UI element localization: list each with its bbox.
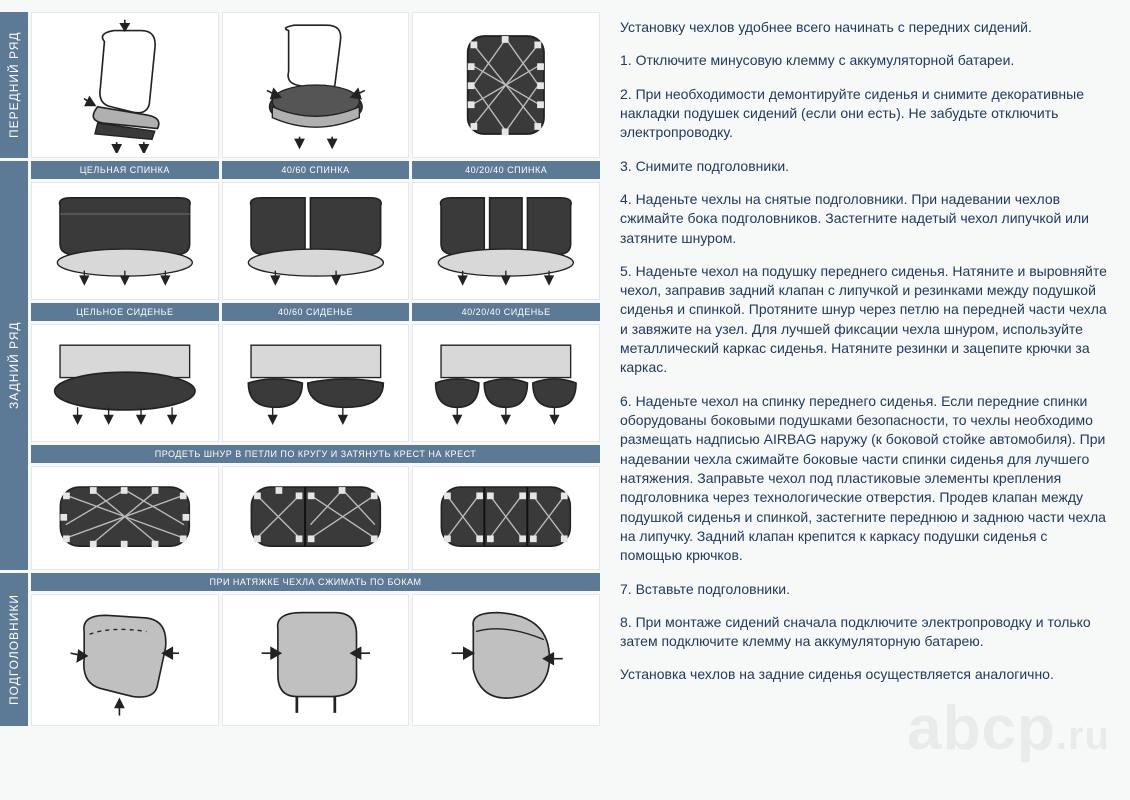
label-rear-back-2: 40/20/40 СПИНКА bbox=[412, 161, 600, 179]
headrests-body: ПРИ НАТЯЖКЕ ЧЕХЛА СЖИМАТЬ ПО БОКАМ bbox=[31, 573, 600, 726]
tab-rear: ЗАДНИЙ РЯД bbox=[0, 161, 28, 570]
label-rear-lacing: ПРОДЕТЬ ШНУР В ПЕТЛИ ПО КРУГУ И ЗАТЯНУТЬ… bbox=[31, 445, 600, 463]
label-rear-back-0: ЦЕЛЬНАЯ СПИНКА bbox=[31, 161, 219, 179]
label-rear-seat-0: ЦЕЛЬНОЕ СИДЕНЬЕ bbox=[31, 303, 219, 321]
instruction-9: Установка чехлов на задние сиденья осуще… bbox=[620, 665, 1112, 684]
diagram-column: ПЕРЕДНИЙ РЯД bbox=[0, 12, 600, 800]
label-headrests: ПРИ НАТЯЖКЕ ЧЕХЛА СЖИМАТЬ ПО БОКАМ bbox=[31, 573, 600, 591]
diagram-headrest-1 bbox=[222, 594, 410, 726]
instruction-4: 4. Наденьте чехлы на снятые подголовники… bbox=[620, 190, 1112, 248]
instruction-7: 7. Вставьте подголовники. bbox=[620, 580, 1112, 599]
diagram-rear-lace-0 bbox=[31, 466, 219, 570]
section-front: ПЕРЕДНИЙ РЯД bbox=[0, 12, 600, 158]
label-rear-back-1: 40/60 СПИНКА bbox=[222, 161, 410, 179]
diagram-front-seat-cushion bbox=[222, 12, 410, 158]
instruction-2: 2. При необходимости демонтируйте сидень… bbox=[620, 85, 1112, 143]
diagram-headrest-0 bbox=[31, 594, 219, 726]
diagram-rear-seat-whole bbox=[31, 324, 219, 442]
instruction-8: 8. При монтаже сидений сначала подключит… bbox=[620, 613, 1112, 652]
label-rear-seat-1: 40/60 СИДЕНЬЕ bbox=[222, 303, 410, 321]
section-rear: ЗАДНИЙ РЯД ЦЕЛЬНАЯ СПИНКА 40/60 СПИНКА 4… bbox=[0, 161, 600, 570]
tab-headrests: ПОДГОЛОВНИКИ bbox=[0, 573, 28, 726]
diagram-rear-back-whole bbox=[31, 182, 219, 300]
front-body bbox=[31, 12, 600, 158]
rear-body: ЦЕЛЬНАЯ СПИНКА 40/60 СПИНКА 40/20/40 СПИ… bbox=[31, 161, 600, 570]
instruction-3: 3. Снимите подголовники. bbox=[620, 157, 1112, 176]
label-rear-seat-2: 40/20/40 СИДЕНЬЕ bbox=[412, 303, 600, 321]
instructions-column: Установку чехлов удобнее всего начинать … bbox=[600, 12, 1112, 800]
diagram-front-seat-back bbox=[31, 12, 219, 158]
diagram-rear-seat-402040 bbox=[412, 324, 600, 442]
diagram-rear-back-402040 bbox=[412, 182, 600, 300]
instruction-1: 1. Отключите минусовую клемму с аккумуля… bbox=[620, 51, 1112, 70]
diagram-rear-back-4060 bbox=[222, 182, 410, 300]
diagram-rear-lace-2 bbox=[412, 466, 600, 570]
instruction-0: Установку чехлов удобнее всего начинать … bbox=[620, 18, 1112, 37]
instruction-5: 5. Наденьте чехол на подушку переднего с… bbox=[620, 262, 1112, 378]
diagram-headrest-2 bbox=[412, 594, 600, 726]
diagram-rear-seat-4060 bbox=[222, 324, 410, 442]
instruction-6: 6. Наденьте чехол на спинку переднего си… bbox=[620, 392, 1112, 566]
diagram-front-lacing bbox=[412, 12, 600, 158]
section-headrests: ПОДГОЛОВНИКИ ПРИ НАТЯЖКЕ ЧЕХЛА СЖИМАТЬ П… bbox=[0, 573, 600, 726]
tab-front: ПЕРЕДНИЙ РЯД bbox=[0, 12, 28, 158]
diagram-rear-lace-1 bbox=[222, 466, 410, 570]
